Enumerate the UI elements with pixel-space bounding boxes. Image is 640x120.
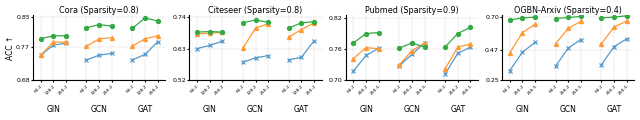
Text: GAT: GAT (138, 105, 152, 114)
Text: GCN: GCN (403, 105, 420, 114)
Text: GAT: GAT (450, 105, 465, 114)
Text: GCN: GCN (560, 105, 577, 114)
Y-axis label: ACC ↑: ACC ↑ (6, 36, 15, 60)
Title: OGBN-Arxiv (Sparsity=0.4): OGBN-Arxiv (Sparsity=0.4) (515, 6, 622, 15)
Title: Cora (Sparsity=0.8): Cora (Sparsity=0.8) (60, 6, 139, 15)
Text: GIN: GIN (47, 105, 60, 114)
Text: GAT: GAT (607, 105, 621, 114)
Title: Citeseer (Sparsity=0.8): Citeseer (Sparsity=0.8) (209, 6, 303, 15)
Text: GCN: GCN (91, 105, 108, 114)
Text: GIN: GIN (203, 105, 217, 114)
Text: GIN: GIN (359, 105, 373, 114)
Title: Pubmed (Sparsity=0.9): Pubmed (Sparsity=0.9) (365, 6, 459, 15)
Text: GCN: GCN (247, 105, 264, 114)
Text: GAT: GAT (294, 105, 309, 114)
Text: GIN: GIN (516, 105, 529, 114)
